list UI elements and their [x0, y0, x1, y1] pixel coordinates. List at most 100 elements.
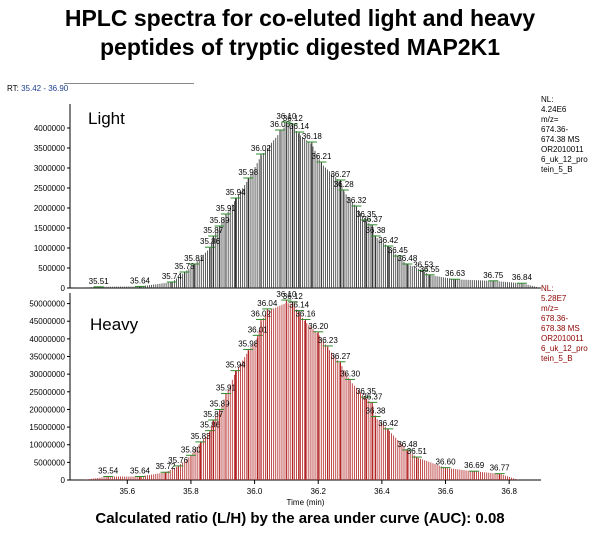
rt-divider [64, 83, 194, 84]
peak-label: 36.10 [276, 290, 297, 299]
peak-label: 36.02 [251, 144, 272, 153]
info-line: m/z= [541, 115, 559, 124]
peak-label: 36.16 [295, 309, 316, 318]
y-tick-label: 20000000 [29, 405, 65, 414]
info-line: 6_uk_12_pro [541, 155, 588, 164]
peak-label: 36.28 [334, 180, 355, 189]
info-line: tein_5_B [541, 165, 573, 174]
peak-label: 36.12 [283, 114, 304, 123]
y-tick-label: 2500000 [34, 184, 66, 193]
peak-label: 36.18 [302, 132, 323, 141]
peak-label: 36.48 [397, 440, 418, 449]
peak-label: 35.81 [184, 254, 205, 263]
x-tick-label: 36.6 [438, 487, 454, 496]
peak-label: 35.78 [175, 262, 196, 271]
x-tick-label: 36.2 [310, 487, 326, 496]
peak-label: 36.27 [330, 170, 351, 179]
peak-label: 35.87 [203, 410, 224, 419]
peak-label: 36.48 [397, 254, 418, 263]
info-line: 5.28E7 [541, 294, 567, 303]
x-tick-label: 36.0 [247, 487, 263, 496]
y-tick-label: 25000000 [29, 388, 65, 397]
info-line: 674.38 MS [541, 135, 580, 144]
peak-label: 35.76 [168, 456, 189, 465]
peak-label: 36.69 [464, 461, 485, 470]
peak-label: 36.14 [289, 122, 310, 131]
peak-label: 36.38 [365, 406, 386, 415]
chart-title: HPLC spectra for co-eluted light and hea… [0, 4, 600, 62]
peak-label: 35.80 [181, 445, 202, 454]
peak-label: 35.91 [216, 204, 237, 213]
peak-label: 35.64 [130, 466, 151, 475]
y-tick-label: 50000000 [29, 300, 65, 309]
y-tick-label: 45000000 [29, 317, 65, 326]
y-tick-label: 5000000 [34, 458, 66, 467]
y-tick-label: 10000000 [29, 441, 65, 450]
peak-label: 35.94 [225, 188, 246, 197]
peak-label: 35.98 [238, 339, 259, 348]
y-tick-label: 3000000 [34, 164, 66, 173]
info-line: NL: [541, 95, 553, 104]
y-tick-label: 1500000 [34, 224, 66, 233]
peak-label: 35.89 [210, 216, 231, 225]
rt-label: RT: [7, 84, 19, 93]
peak-label: 36.42 [378, 236, 399, 245]
y-tick-label: 0 [61, 476, 66, 485]
peak-label: 36.35 [356, 387, 377, 396]
y-tick-label: 4000000 [34, 124, 66, 133]
rt-readout: RT: 35.42 - 36.90 [7, 84, 68, 93]
panel-label: Light [88, 109, 125, 128]
info-line: m/z= [541, 304, 559, 313]
peak-label: 35.74 [162, 272, 183, 281]
peak-label: 36.38 [365, 226, 386, 235]
peak-label: 35.51 [89, 277, 110, 286]
peak-label: 36.12 [283, 292, 304, 301]
panel-label: Heavy [90, 315, 139, 334]
y-tick-label: 0 [61, 284, 66, 293]
peak-label: 36.51 [407, 447, 428, 456]
peak-label: 36.04 [257, 299, 278, 308]
peak-label: 36.21 [311, 152, 332, 161]
title-line-1: HPLC spectra for co-eluted light and hea… [64, 5, 536, 31]
peak-label: 36.08 [270, 120, 291, 129]
peak-label: 35.87 [203, 226, 224, 235]
info-line: OR2010011 [541, 334, 584, 343]
peak-label: 36.60 [436, 458, 457, 467]
y-tick-label: 1000000 [34, 244, 66, 253]
info-line: 678.36- [541, 314, 568, 323]
peak-label: 35.64 [130, 276, 151, 285]
peak-label: 36.20 [308, 322, 329, 331]
auc-caption: Calculated ratio (L/H) by the area under… [95, 510, 505, 527]
peak-label: 35.86 [200, 421, 221, 430]
peak-label: 35.89 [210, 399, 231, 408]
peak-label: 36.84 [512, 273, 533, 282]
y-tick-label: 30000000 [29, 370, 65, 379]
peak-label: 36.23 [318, 336, 339, 345]
y-tick-label: 40000000 [29, 335, 65, 344]
info-line: OR2010011 [541, 145, 584, 154]
rt-range: 35.42 - 36.90 [21, 84, 69, 93]
peak-label: 36.75 [483, 271, 504, 280]
info-line: NL: [541, 284, 553, 293]
peak-label: 36.45 [388, 246, 409, 255]
peak-label: 36.02 [251, 309, 272, 318]
peak-label: 36.77 [490, 464, 511, 473]
peak-label: 36.63 [445, 269, 466, 278]
y-tick-label: 2000000 [34, 204, 66, 213]
peak-label: 36.27 [330, 352, 351, 361]
peak-label: 36.10 [276, 112, 297, 121]
y-tick-label: 35000000 [29, 353, 65, 362]
peak-label: 36.37 [362, 392, 383, 401]
y-tick-label: 15000000 [29, 423, 65, 432]
x-tick-label: 35.8 [183, 487, 199, 496]
peak-label: 36.35 [356, 210, 377, 219]
title-line-2: peptides of tryptic digested MAP2K1 [99, 34, 500, 60]
info-line: 678.38 MS [541, 324, 580, 333]
peak-label: 35.54 [98, 466, 119, 475]
x-tick-label: 36.4 [374, 487, 390, 496]
peak-label: 36.14 [289, 301, 310, 310]
peak-label: 35.98 [238, 168, 259, 177]
peak-label: 36.53 [413, 260, 434, 269]
info-line: tein_5_B [541, 354, 573, 363]
